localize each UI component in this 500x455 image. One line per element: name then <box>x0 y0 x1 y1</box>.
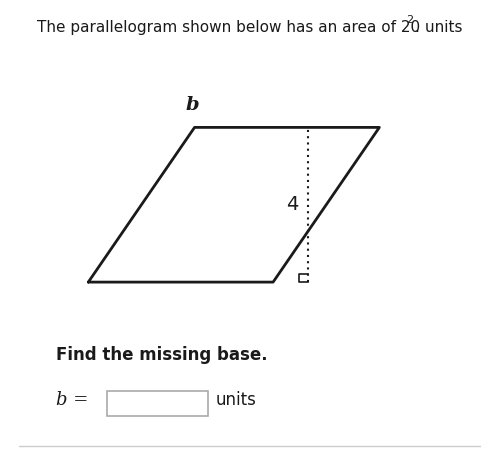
Text: units: units <box>216 391 256 410</box>
Text: b =: b = <box>56 391 88 410</box>
Text: The parallelogram shown below has an area of 20 units: The parallelogram shown below has an are… <box>37 20 463 35</box>
Text: 2: 2 <box>406 15 413 25</box>
FancyBboxPatch shape <box>107 391 208 416</box>
Text: b: b <box>186 96 199 114</box>
Text: 4: 4 <box>286 195 298 214</box>
Text: .: . <box>415 20 420 35</box>
Text: Find the missing base.: Find the missing base. <box>56 346 268 364</box>
